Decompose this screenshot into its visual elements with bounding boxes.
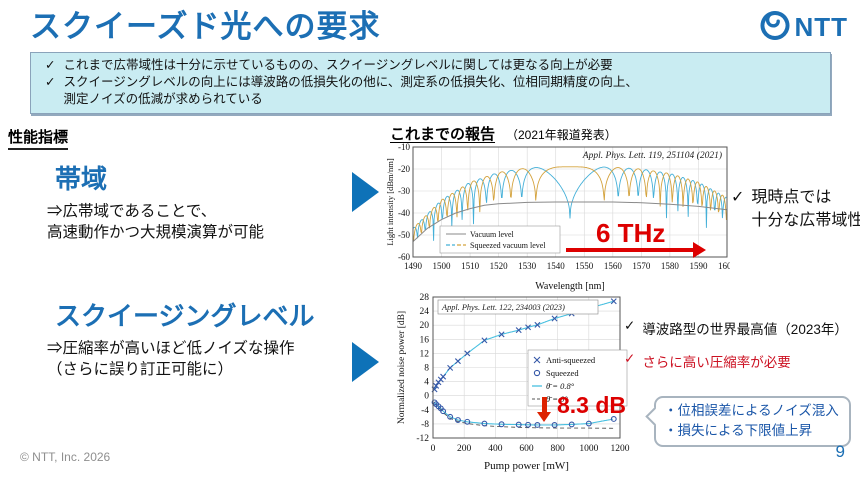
copyright: © NTT, Inc. 2026 — [20, 450, 111, 464]
thz-arrow-icon — [566, 248, 693, 252]
svg-text:Appl. Phys. Lett. 122, 234003: Appl. Phys. Lett. 122, 234003 (2023) — [441, 303, 565, 312]
svg-text:16: 16 — [420, 335, 430, 345]
bandwidth-arrow-icon — [352, 172, 379, 212]
summary-line: スクイージングレベルの向上には導波路の低損失化の他に、測定系の低損失化、位相同期… — [63, 75, 638, 89]
summary-box: ✓ これまで広帯域性は十分に示せているものの、スクイージングレベルに関しては更な… — [30, 52, 831, 114]
svg-text:600: 600 — [519, 444, 534, 454]
svg-text:Anti-squeezed: Anti-squeezed — [546, 355, 596, 365]
noise-callout-bubble: ・位相誤差によるノイズ混入 ・損失による下限値上昇 — [644, 396, 851, 447]
check-icon: ✓ — [624, 318, 636, 333]
db-arrow-icon — [542, 397, 547, 413]
svg-text:Pump power [mW]: Pump power [mW] — [484, 460, 569, 472]
db-annotation: 8.3 dB — [557, 392, 627, 418]
reports-heading: これまでの報告 — [390, 126, 496, 143]
svg-text:-10: -10 — [398, 142, 410, 152]
bandwidth-desc: ⇒広帯域であることで、 高速動作かつ大規模演算が可能 — [47, 203, 265, 241]
callout-tail-icon — [644, 407, 664, 426]
reports-note: （2021年報道発表） — [506, 128, 617, 142]
check-icon: ✓ — [624, 351, 636, 366]
need-note: ✓ さらに高い圧縮率が必要 — [624, 351, 791, 370]
thz-arrowhead-icon — [693, 242, 706, 258]
svg-text:1500: 1500 — [433, 261, 452, 271]
ntt-logo-text: NTT — [794, 12, 848, 42]
svg-text:1520: 1520 — [490, 261, 509, 271]
svg-text:12: 12 — [420, 349, 430, 359]
svg-text:-8: -8 — [421, 420, 429, 430]
svg-text:400: 400 — [488, 444, 503, 454]
callout-line: ・位相誤差によるノイズ混入 — [664, 403, 839, 418]
page-number: 9 — [835, 442, 845, 461]
svg-text:Squeezed: Squeezed — [546, 368, 579, 378]
svg-text:1580: 1580 — [661, 261, 680, 271]
svg-text:Appl. Phys. Lett. 119, 251104: Appl. Phys. Lett. 119, 251104 (2021) — [582, 150, 722, 161]
svg-text:Wavelength [nm]: Wavelength [nm] — [535, 281, 604, 292]
noise-chart: 0 200 400 600 800 1000 1200 -12 -8 -4 0 4 8 12 16 20 24 2… — [395, 290, 630, 477]
spectrum-chart: 1490 1500 1510 1520 1530 1540 1550 1560 1570 1580… — [385, 140, 737, 297]
svg-text:-50: -50 — [398, 230, 410, 240]
svg-text:-20: -20 — [398, 164, 410, 174]
svg-text:-4: -4 — [421, 406, 429, 416]
record-note: ✓ 導波路型の世界最高値（2023年） — [624, 318, 848, 337]
svg-text:θ̄ = 0°: θ̄ = 0° — [546, 394, 568, 404]
db-arrowhead-icon — [537, 412, 551, 422]
svg-text:8: 8 — [424, 364, 429, 374]
svg-text:1530: 1530 — [518, 261, 537, 271]
svg-text:1510: 1510 — [461, 261, 480, 271]
bandwidth-title: 帯域 — [55, 164, 108, 194]
svg-text:24: 24 — [420, 307, 430, 317]
svg-text:Vacuum level: Vacuum level — [470, 230, 515, 239]
metrics-heading: 性能指標 — [8, 126, 69, 150]
svg-text:-60: -60 — [398, 252, 410, 262]
svg-text:0: 0 — [424, 392, 429, 402]
svg-text:800: 800 — [551, 444, 566, 454]
summary-item: ✓ これまで広帯域性は十分に示せているものの、スクイージングレベルに関しては更な… — [45, 57, 820, 74]
svg-text:200: 200 — [457, 444, 472, 454]
svg-text:1590: 1590 — [689, 261, 708, 271]
svg-text:28: 28 — [420, 293, 430, 303]
svg-text:-40: -40 — [398, 208, 410, 218]
svg-text:1560: 1560 — [604, 261, 623, 271]
svg-text:0: 0 — [431, 444, 436, 454]
ntt-logo: NTT — [759, 9, 848, 46]
check-icon: ✓ — [731, 189, 745, 206]
svg-text:Normalized noise power [dB]: Normalized noise power [dB] — [397, 311, 407, 424]
check-icon: ✓ — [45, 58, 56, 72]
squeezing-desc: ⇒圧縮率が高いほど低ノイズな操作 （さらに誤り訂正可能に） — [47, 340, 295, 378]
summary-line: 測定ノイズの低減が求められている — [63, 92, 263, 106]
thz-annotation: 6 THz — [596, 218, 666, 248]
svg-text:1200: 1200 — [611, 444, 630, 454]
check-icon: ✓ — [45, 75, 56, 89]
bandwidth-note: ✓ 現時点では 十分な広帯域性 — [731, 186, 860, 232]
callout-line: ・損失による下限値上昇 — [664, 423, 813, 438]
squeezing-arrow-icon — [352, 342, 379, 382]
ntt-dynamic-loop-icon — [759, 9, 791, 46]
page-title: スクイーズド光への要求 — [30, 9, 381, 44]
svg-text:4: 4 — [424, 378, 429, 388]
svg-text:θ̄ = 0.8°: θ̄ = 0.8° — [546, 381, 575, 391]
svg-text:1550: 1550 — [575, 261, 594, 271]
svg-text:1000: 1000 — [579, 444, 598, 454]
svg-text:-30: -30 — [398, 186, 410, 196]
svg-text:20: 20 — [420, 321, 430, 331]
summary-line: これまで広帯域性は十分に示せているものの、スクイージングレベルに関しては更なる向… — [63, 58, 613, 72]
svg-text:1540: 1540 — [547, 261, 566, 271]
svg-text:1600: 1600 — [718, 261, 730, 271]
squeezing-title: スクイージングレベル — [55, 301, 315, 331]
summary-item: ✓ スクイージングレベルの向上には導波路の低損失化の他に、測定系の低損失化、位相… — [45, 74, 820, 108]
svg-text:Squeezed vacuum level: Squeezed vacuum level — [470, 241, 546, 250]
svg-text:-12: -12 — [416, 434, 429, 444]
svg-text:1490: 1490 — [404, 261, 423, 271]
svg-text:Light intensity [dBm/nm]: Light intensity [dBm/nm] — [385, 158, 395, 246]
svg-text:1570: 1570 — [632, 261, 651, 271]
